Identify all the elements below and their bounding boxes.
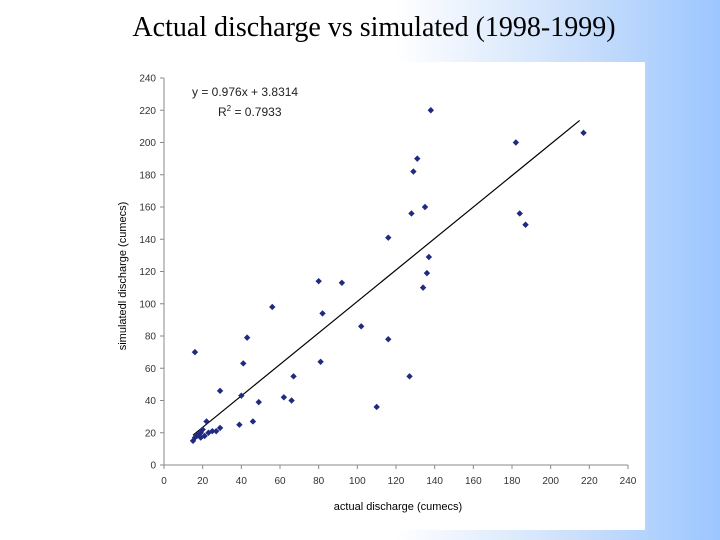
data-point (201, 432, 208, 440)
y-tick-label: 180 (139, 170, 156, 181)
x-tick-label: 80 (313, 476, 325, 487)
x-tick-label: 40 (236, 476, 248, 487)
data-point (358, 323, 365, 330)
data-point (249, 418, 257, 425)
trendline-equation: y = 0.976x + 3.8314 (192, 85, 298, 99)
data-point (419, 284, 427, 291)
data-point (269, 303, 276, 311)
data-point (280, 394, 288, 401)
x-tick-label: 220 (581, 476, 598, 487)
x-tick-label: 140 (426, 476, 443, 487)
chart-axes: 0 20 40 60 80 100 120 140 160 180 200 220 240 0 20 40 60… (139, 74, 636, 488)
data-point (516, 210, 523, 217)
x-tick-label: 120 (388, 476, 405, 487)
y-tick-label: 240 (139, 74, 156, 85)
y-tick-label: 80 (145, 332, 157, 343)
data-point (255, 398, 262, 406)
data-point (191, 348, 199, 356)
x-tick-label: 20 (197, 476, 209, 487)
data-point (414, 155, 421, 162)
data-point (236, 421, 243, 428)
data-points (189, 107, 587, 445)
data-point (580, 129, 587, 137)
x-axis-title: actual discharge (cumecs) (334, 501, 462, 513)
data-point (373, 403, 380, 411)
y-tick-label: 220 (139, 106, 156, 117)
data-point (290, 373, 297, 380)
data-point (213, 427, 220, 435)
y-tick-label: 100 (139, 299, 156, 310)
x-tick-label: 0 (161, 476, 167, 487)
data-point (425, 253, 433, 261)
data-point (203, 418, 210, 425)
data-point (385, 336, 392, 343)
x-tick-label: 180 (504, 476, 521, 487)
x-tick-label: 100 (349, 476, 366, 487)
scatter-chart: 0 20 40 60 80 100 120 140 160 180 200 220 240 0 20 40 60… (117, 74, 637, 514)
data-point (199, 426, 206, 433)
data-point (522, 221, 529, 228)
data-point (238, 392, 245, 399)
data-point (288, 397, 295, 404)
trendline-group (192, 119, 581, 436)
chart-panel: 0 20 40 60 80 100 120 140 160 180 200 220 240 0 20 40 60… (100, 62, 645, 530)
data-point (423, 269, 431, 277)
data-point (512, 139, 520, 146)
data-point (317, 358, 324, 365)
data-point (385, 234, 392, 241)
x-tick-label: 240 (620, 476, 637, 487)
data-point (240, 360, 247, 367)
data-point (421, 203, 429, 211)
y-tick-label: 20 (145, 428, 157, 439)
data-point (410, 168, 417, 175)
data-point (209, 427, 216, 435)
x-tick-label: 160 (465, 476, 482, 487)
data-point (408, 210, 415, 217)
x-tick-label: 60 (274, 476, 286, 487)
x-tick-label: 200 (542, 476, 559, 487)
y-tick-label: 40 (145, 396, 157, 407)
slide-title: Actual discharge vs simulated (1998-1999… (132, 12, 616, 43)
data-point (243, 334, 251, 341)
data-point (315, 277, 322, 285)
y-tick-label: 0 (150, 461, 156, 472)
y-tick-label: 60 (145, 364, 157, 375)
data-point (406, 373, 413, 380)
y-tick-label: 120 (139, 267, 156, 278)
y-tick-label: 160 (139, 203, 156, 214)
r-squared-label: R2 = 0.7933 (218, 104, 282, 119)
y-tick-label: 140 (139, 235, 156, 246)
data-point (319, 310, 326, 317)
y-axis-title: simulatedl discharge (cumecs) (117, 202, 129, 351)
y-tick-label: 200 (139, 138, 156, 149)
trendline (192, 119, 581, 436)
data-point (216, 387, 224, 395)
data-point (427, 107, 434, 114)
data-point (216, 424, 224, 432)
data-point (338, 279, 346, 286)
